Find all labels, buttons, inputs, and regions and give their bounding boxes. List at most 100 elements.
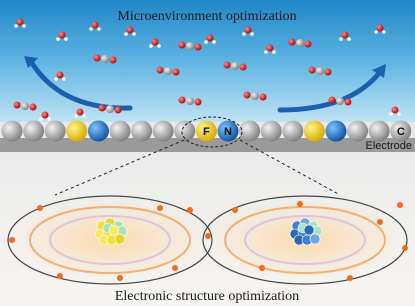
hydrogen xyxy=(54,77,58,81)
electron xyxy=(117,275,123,281)
oxygen xyxy=(377,25,384,32)
carbon xyxy=(231,62,239,70)
hydrogen xyxy=(382,30,386,34)
oxygen xyxy=(224,62,231,69)
oxygen xyxy=(173,69,180,76)
electron xyxy=(37,205,43,211)
hydrogen xyxy=(397,112,401,116)
atom xyxy=(369,121,390,142)
hydrogen xyxy=(389,112,393,116)
carbon xyxy=(21,102,29,110)
hydrogen xyxy=(157,44,161,48)
atom xyxy=(131,121,152,142)
nucleon xyxy=(310,234,320,244)
atom xyxy=(66,121,87,142)
hydrogen xyxy=(132,32,136,36)
oxygen xyxy=(94,55,101,62)
oxygen xyxy=(305,41,312,48)
oxygen xyxy=(110,57,117,64)
hydrogen xyxy=(74,114,78,118)
figure: FNC Microenvironment optimization Electr… xyxy=(0,0,415,306)
oxygen xyxy=(57,72,64,79)
oxygen xyxy=(17,19,24,26)
hydrogen xyxy=(242,32,246,36)
carbon xyxy=(164,67,172,75)
oxygen xyxy=(289,39,296,46)
atom xyxy=(282,121,303,142)
oxygen xyxy=(77,109,84,116)
oxygen xyxy=(157,67,164,74)
carbon xyxy=(101,55,109,63)
atom xyxy=(347,121,368,142)
atom xyxy=(2,121,23,142)
oxygen xyxy=(345,99,352,106)
hydrogen xyxy=(39,117,43,121)
carbon xyxy=(336,97,344,105)
electron xyxy=(172,265,178,271)
nucleon xyxy=(109,225,119,235)
page: FNC Microenvironment optimization Electr… xyxy=(0,0,415,306)
carbon xyxy=(186,42,194,50)
carbon xyxy=(186,97,194,105)
oxygen xyxy=(260,94,267,101)
hydrogen xyxy=(339,37,343,41)
carbon xyxy=(296,39,304,47)
oxygen xyxy=(244,92,251,99)
oxygen xyxy=(240,64,247,71)
hydrogen xyxy=(374,30,378,34)
electron xyxy=(259,265,265,271)
oxygen xyxy=(329,97,336,104)
oxygen xyxy=(195,99,202,106)
electron xyxy=(9,237,15,243)
electron xyxy=(347,275,353,281)
hydrogen xyxy=(204,40,208,44)
atom xyxy=(239,121,260,142)
atom xyxy=(45,121,66,142)
oxygen xyxy=(115,107,122,114)
electron xyxy=(57,273,63,279)
oxygen xyxy=(342,32,349,39)
oxygen xyxy=(59,32,66,39)
carbon xyxy=(251,92,259,100)
hydrogen xyxy=(14,24,18,28)
oxygen xyxy=(127,27,134,34)
oxygen xyxy=(30,104,37,111)
oxygen xyxy=(195,44,202,51)
oxygen xyxy=(392,107,399,114)
electron xyxy=(402,245,408,251)
atom-label: F xyxy=(203,126,210,138)
atom xyxy=(23,121,44,142)
carbon xyxy=(316,67,324,75)
electron xyxy=(187,207,193,213)
hydrogen xyxy=(47,117,51,121)
electron xyxy=(397,202,403,208)
electron xyxy=(205,233,211,239)
hydrogen xyxy=(62,77,66,81)
hydrogen xyxy=(272,50,276,54)
hydrogen xyxy=(64,37,68,41)
electron xyxy=(377,219,383,225)
electron xyxy=(297,201,303,207)
carbon xyxy=(106,105,114,113)
oxygen xyxy=(245,27,252,34)
atom-label: C xyxy=(397,126,405,138)
oxygen xyxy=(42,112,49,119)
hydrogen xyxy=(56,37,60,41)
oxygen xyxy=(325,69,332,76)
atom xyxy=(153,121,174,142)
oxygen xyxy=(152,39,159,46)
hydrogen xyxy=(149,44,153,48)
hydrogen xyxy=(82,114,86,118)
hydrogen xyxy=(347,37,351,41)
electron xyxy=(157,205,163,211)
atom xyxy=(326,121,347,142)
oxygen xyxy=(92,22,99,29)
hydrogen xyxy=(22,24,26,28)
oxygen xyxy=(267,45,274,52)
electron xyxy=(232,207,238,213)
oxygen xyxy=(309,67,316,74)
hydrogen xyxy=(89,27,93,31)
atom xyxy=(261,121,282,142)
oxygen xyxy=(179,97,186,104)
oxygen xyxy=(99,105,106,112)
